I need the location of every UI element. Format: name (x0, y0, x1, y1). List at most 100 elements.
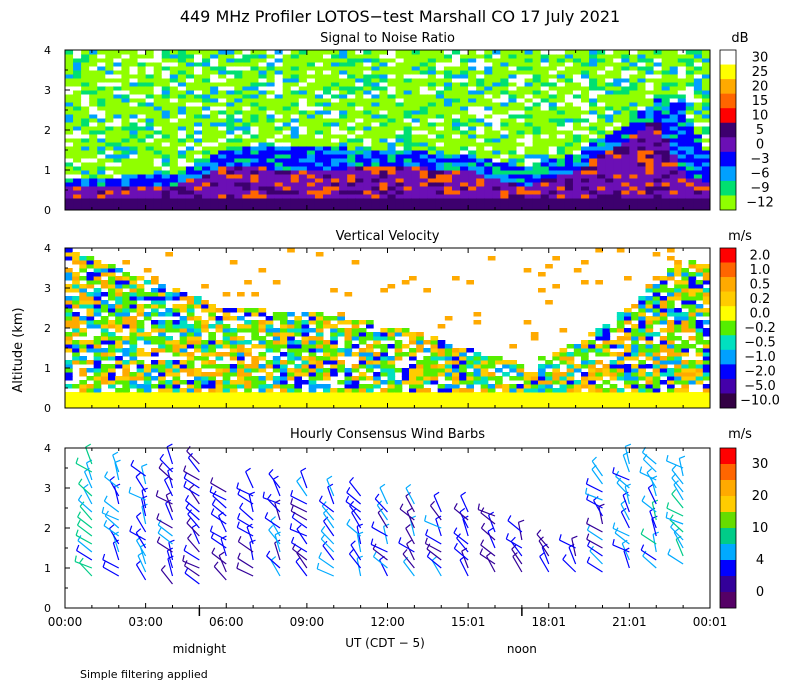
snr-cell (484, 126, 493, 131)
snr-cell (395, 122, 405, 127)
snr-cell (161, 194, 171, 199)
vv-cell (638, 384, 646, 389)
snr-cell (234, 58, 243, 63)
snr-cell (89, 110, 98, 115)
snr-cell (282, 94, 292, 99)
vv-cell (495, 384, 503, 389)
snr-cell (105, 130, 114, 135)
vv-cell (667, 300, 675, 305)
snr-cell (379, 62, 388, 67)
snr-cell (242, 190, 251, 195)
snr-cell (339, 70, 348, 75)
snr-cell (290, 126, 300, 131)
snr-cell (121, 66, 130, 71)
snr-cell (339, 202, 348, 207)
snr-cell (298, 66, 308, 71)
snr-cell (653, 118, 663, 123)
vv-cell (237, 324, 245, 329)
snr-cell (137, 86, 147, 91)
snr-cell (161, 150, 171, 155)
snr-cell (129, 198, 139, 203)
snr-cell (701, 78, 711, 83)
vv-cell (79, 300, 87, 305)
snr-cell (468, 206, 477, 211)
snr-cell (105, 82, 114, 87)
snr-cell (226, 206, 235, 211)
snr-cell (572, 86, 582, 91)
snr-cell (218, 186, 227, 191)
vv-cell (516, 396, 525, 401)
vv-cell (294, 328, 302, 333)
snr-cell (564, 142, 574, 147)
vv-cell (530, 388, 539, 393)
snr-cell (572, 62, 582, 67)
snr-cell (548, 146, 558, 151)
vv-cell (566, 364, 575, 369)
vv-cell (609, 360, 618, 365)
snr-cell (137, 102, 147, 107)
vv-cell (473, 396, 482, 401)
snr-cell (621, 70, 630, 75)
snr-cell (65, 202, 74, 207)
snr-cell (395, 70, 405, 75)
snr-cell (516, 118, 526, 123)
snr-cell (685, 202, 695, 207)
vv-cell (143, 384, 152, 389)
snr-cell (492, 174, 501, 179)
snr-cell (145, 166, 155, 171)
snr-cell (355, 90, 364, 95)
snr-cell (258, 130, 268, 135)
snr-cell (113, 66, 122, 71)
snr-cell (637, 162, 646, 167)
snr-cell (258, 178, 268, 183)
snr-cell (153, 122, 163, 127)
snr-cell (161, 126, 171, 131)
snr-cell (371, 146, 380, 151)
snr-cell (701, 90, 711, 95)
snr-cell (210, 110, 219, 115)
snr-cell (137, 206, 147, 211)
snr-cell (331, 130, 340, 135)
snr-cell (685, 206, 695, 211)
vv-cell (100, 272, 109, 277)
vv-cell (287, 332, 295, 337)
snr-cell (443, 78, 453, 83)
snr-cell (524, 174, 534, 179)
vv-cell (122, 392, 130, 397)
vv-cell (244, 400, 252, 405)
vv-cell (222, 344, 231, 349)
vv-cell (194, 392, 202, 397)
vv-cell (616, 400, 625, 405)
snr-cell (185, 142, 195, 147)
snr-cell (685, 86, 695, 91)
vv-cell (459, 396, 467, 401)
vv-cell (552, 356, 560, 361)
snr-cell (306, 182, 316, 187)
snr-cell (508, 94, 517, 99)
vv-cell (652, 368, 661, 373)
snr-cell (387, 190, 397, 195)
snr-cell (306, 158, 316, 163)
snr-cell (653, 126, 663, 131)
vv-cell (459, 404, 467, 409)
vv-cell (416, 344, 424, 349)
snr-cell (443, 158, 453, 163)
snr-cell (226, 98, 235, 103)
snr-cell (290, 110, 300, 115)
snr-cell (97, 138, 106, 143)
vv-cell (373, 360, 381, 365)
snr-cell (564, 58, 574, 63)
vv-cell (86, 312, 95, 317)
vv-cell (516, 384, 525, 389)
snr-cell (314, 186, 324, 191)
snr-cell (677, 54, 687, 59)
vv-cell (122, 404, 130, 409)
vv-cell (315, 340, 324, 345)
snr-cell (161, 146, 171, 151)
snr-cell (427, 182, 437, 187)
snr-cell (331, 54, 340, 59)
snr-cell (323, 190, 332, 195)
snr-cell (282, 114, 292, 119)
vv-cell (93, 276, 102, 281)
snr-cell (532, 198, 542, 203)
